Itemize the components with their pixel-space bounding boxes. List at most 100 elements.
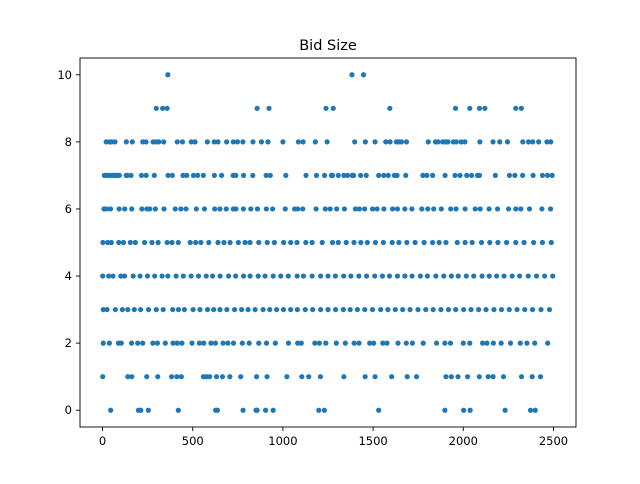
- data-point: [139, 206, 145, 212]
- data-point: [380, 340, 386, 346]
- data-point: [396, 239, 402, 246]
- data-point: [476, 105, 483, 111]
- data-point: [190, 306, 196, 313]
- data-point: [376, 407, 382, 413]
- data-point: [341, 374, 347, 380]
- data-point: [484, 340, 490, 346]
- data-point: [335, 172, 341, 179]
- data-point: [201, 340, 207, 346]
- data-point: [175, 239, 181, 246]
- data-point: [143, 139, 149, 145]
- data-point: [526, 206, 533, 212]
- data-point: [518, 206, 524, 212]
- data-point: [170, 306, 176, 313]
- data-point: [254, 206, 261, 212]
- data-point: [295, 206, 301, 212]
- data-point: [490, 340, 496, 346]
- data-point: [263, 340, 270, 346]
- x-tick-label: 2000: [449, 434, 478, 448]
- data-point: [503, 239, 510, 246]
- data-point: [520, 139, 526, 145]
- data-point: [403, 340, 409, 346]
- data-point: [421, 239, 427, 246]
- data-point: [485, 374, 491, 380]
- data-point: [221, 239, 227, 246]
- data-point: [538, 306, 544, 313]
- data-point: [256, 239, 262, 246]
- data-point: [211, 139, 217, 145]
- data-point: [312, 340, 318, 346]
- data-point: [521, 239, 527, 246]
- x-tick-label: 2500: [539, 434, 568, 448]
- data-point: [498, 306, 505, 313]
- data-point: [187, 239, 193, 246]
- data-point: [537, 374, 544, 380]
- data-point: [546, 306, 553, 313]
- data-point: [318, 306, 324, 313]
- data-point: [358, 172, 364, 179]
- data-point: [486, 273, 492, 279]
- data-point: [250, 172, 256, 179]
- data-point: [144, 273, 151, 279]
- data-point: [413, 374, 420, 380]
- data-point: [525, 273, 531, 279]
- data-point: [295, 340, 301, 346]
- data-point: [267, 172, 273, 179]
- data-point: [403, 139, 410, 145]
- data-point: [152, 206, 158, 212]
- data-point: [545, 340, 551, 346]
- data-point: [175, 306, 182, 313]
- data-point: [343, 239, 349, 246]
- data-point: [159, 273, 165, 279]
- data-point: [153, 105, 159, 111]
- data-point: [254, 105, 260, 111]
- data-point: [180, 273, 186, 279]
- data-point: [116, 172, 122, 179]
- data-point: [181, 306, 188, 313]
- data-point: [462, 239, 468, 246]
- data-point: [513, 206, 519, 212]
- x-tick-label: 500: [182, 434, 204, 448]
- data-point: [253, 374, 260, 380]
- data-point: [498, 340, 504, 346]
- data-point: [380, 239, 386, 246]
- data-point: [285, 340, 292, 346]
- data-point: [214, 407, 221, 413]
- data-point: [170, 340, 176, 346]
- data-point: [145, 306, 152, 313]
- data-point: [295, 139, 302, 145]
- data-point: [371, 340, 377, 346]
- data-point: [372, 239, 379, 246]
- data-point: [239, 340, 245, 346]
- data-point: [364, 273, 370, 279]
- data-point: [303, 172, 309, 179]
- data-point: [174, 139, 180, 145]
- data-point: [491, 306, 497, 313]
- data-point: [442, 340, 448, 346]
- data-point: [247, 239, 253, 246]
- data-point: [453, 139, 459, 145]
- data-point: [108, 407, 114, 413]
- data-point: [313, 206, 319, 212]
- data-point: [247, 273, 253, 279]
- data-point: [348, 273, 354, 279]
- data-point: [507, 340, 514, 346]
- y-tick-label: 10: [57, 68, 72, 82]
- data-point: [527, 407, 534, 413]
- data-point: [299, 374, 305, 380]
- data-point: [435, 139, 441, 145]
- data-point: [147, 206, 153, 212]
- data-point: [239, 306, 245, 313]
- data-point: [372, 139, 378, 145]
- data-point: [514, 306, 520, 313]
- data-point: [294, 239, 300, 246]
- data-point: [550, 273, 556, 279]
- data-point: [267, 306, 273, 313]
- data-point: [143, 172, 149, 179]
- data-point: [193, 206, 199, 212]
- data-point: [376, 172, 382, 179]
- data-point: [525, 139, 532, 145]
- data-point: [223, 206, 229, 212]
- data-point: [531, 239, 537, 246]
